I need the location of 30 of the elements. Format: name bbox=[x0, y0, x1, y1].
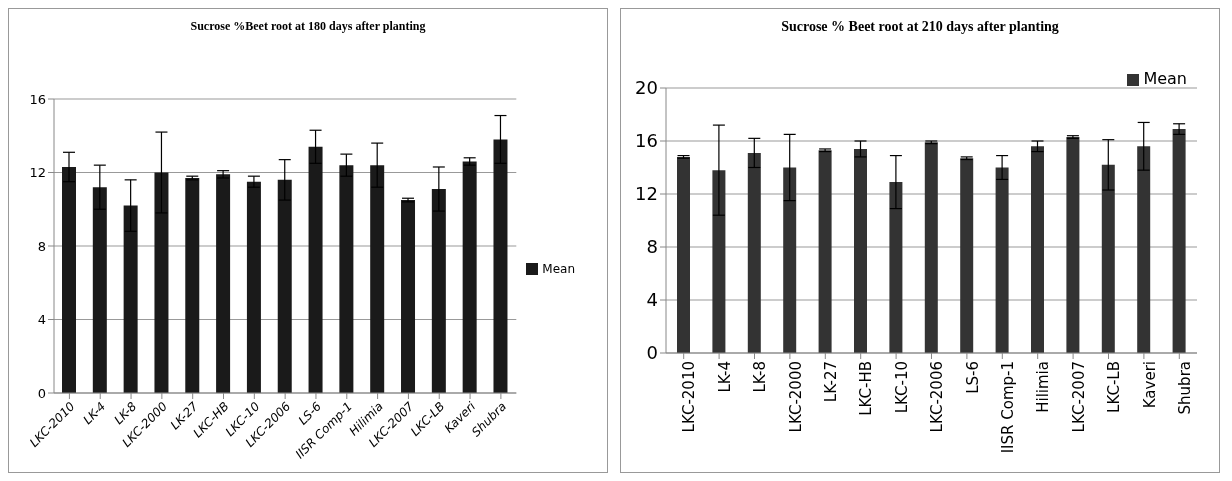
x-tick-label: Shubra bbox=[1175, 361, 1194, 415]
y-tick-label: 8 bbox=[646, 236, 658, 258]
y-tick-label: 4 bbox=[37, 312, 46, 328]
chart-title: Sucrose %Beet root at 180 days after planting bbox=[189, 18, 427, 35]
x-tick-label: IISR Comp-1 bbox=[998, 361, 1017, 454]
x-tick-label: LKC-10 bbox=[892, 361, 911, 414]
y-tick-label: 20 bbox=[635, 77, 658, 99]
y-tick-label: 8 bbox=[37, 238, 46, 254]
y-tick-label: 4 bbox=[646, 289, 658, 311]
x-tick-label: LKC-HB bbox=[857, 361, 876, 416]
x-tick-label: LKC-2000 bbox=[786, 361, 805, 433]
y-tick-label: 12 bbox=[635, 183, 658, 205]
x-tick-label: Kaveri bbox=[1140, 361, 1159, 409]
x-tick-label: LKC-2010 bbox=[680, 361, 699, 433]
chart-title: Sucrose % Beet root at 210 days after planting bbox=[780, 18, 1060, 36]
x-tick-label: LK-4 bbox=[715, 361, 734, 393]
legend-label: Mean bbox=[542, 261, 575, 276]
y-tick-label: 0 bbox=[37, 385, 46, 401]
y-tick-label: 16 bbox=[29, 91, 46, 107]
y-tick-label: 12 bbox=[29, 165, 46, 181]
x-tick-label: LKC-2006 bbox=[928, 361, 947, 433]
x-tick-label: LKC-2007 bbox=[1069, 361, 1088, 433]
x-tick-label: LKC-LB bbox=[1105, 361, 1124, 413]
y-tick-label: 16 bbox=[635, 130, 658, 152]
x-tick-label: LS-6 bbox=[963, 361, 982, 394]
y-tick-label: 0 bbox=[646, 342, 658, 364]
legend-label: Mean bbox=[1143, 69, 1187, 88]
x-tick-label: LK-8 bbox=[751, 361, 770, 393]
x-tick-label: Hilimia bbox=[1034, 361, 1053, 413]
x-tick-label: LK-27 bbox=[821, 361, 840, 403]
